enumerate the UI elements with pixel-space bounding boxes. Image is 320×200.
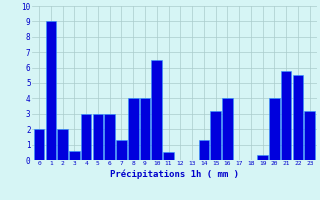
Bar [269,98,280,160]
Bar [116,140,127,160]
Bar [81,114,92,160]
Bar [140,98,150,160]
Bar [304,111,315,160]
Bar [293,75,303,160]
Bar [128,98,139,160]
Bar [198,140,209,160]
Bar [151,60,162,160]
Bar [34,129,44,160]
Bar [45,21,56,160]
Bar [57,129,68,160]
Bar [104,114,115,160]
Bar [69,151,80,160]
Bar [281,71,292,160]
Bar [210,111,221,160]
Bar [257,155,268,160]
Bar [222,98,233,160]
Bar [163,152,174,160]
Bar [92,114,103,160]
X-axis label: Précipitations 1h ( mm ): Précipitations 1h ( mm ) [110,169,239,179]
